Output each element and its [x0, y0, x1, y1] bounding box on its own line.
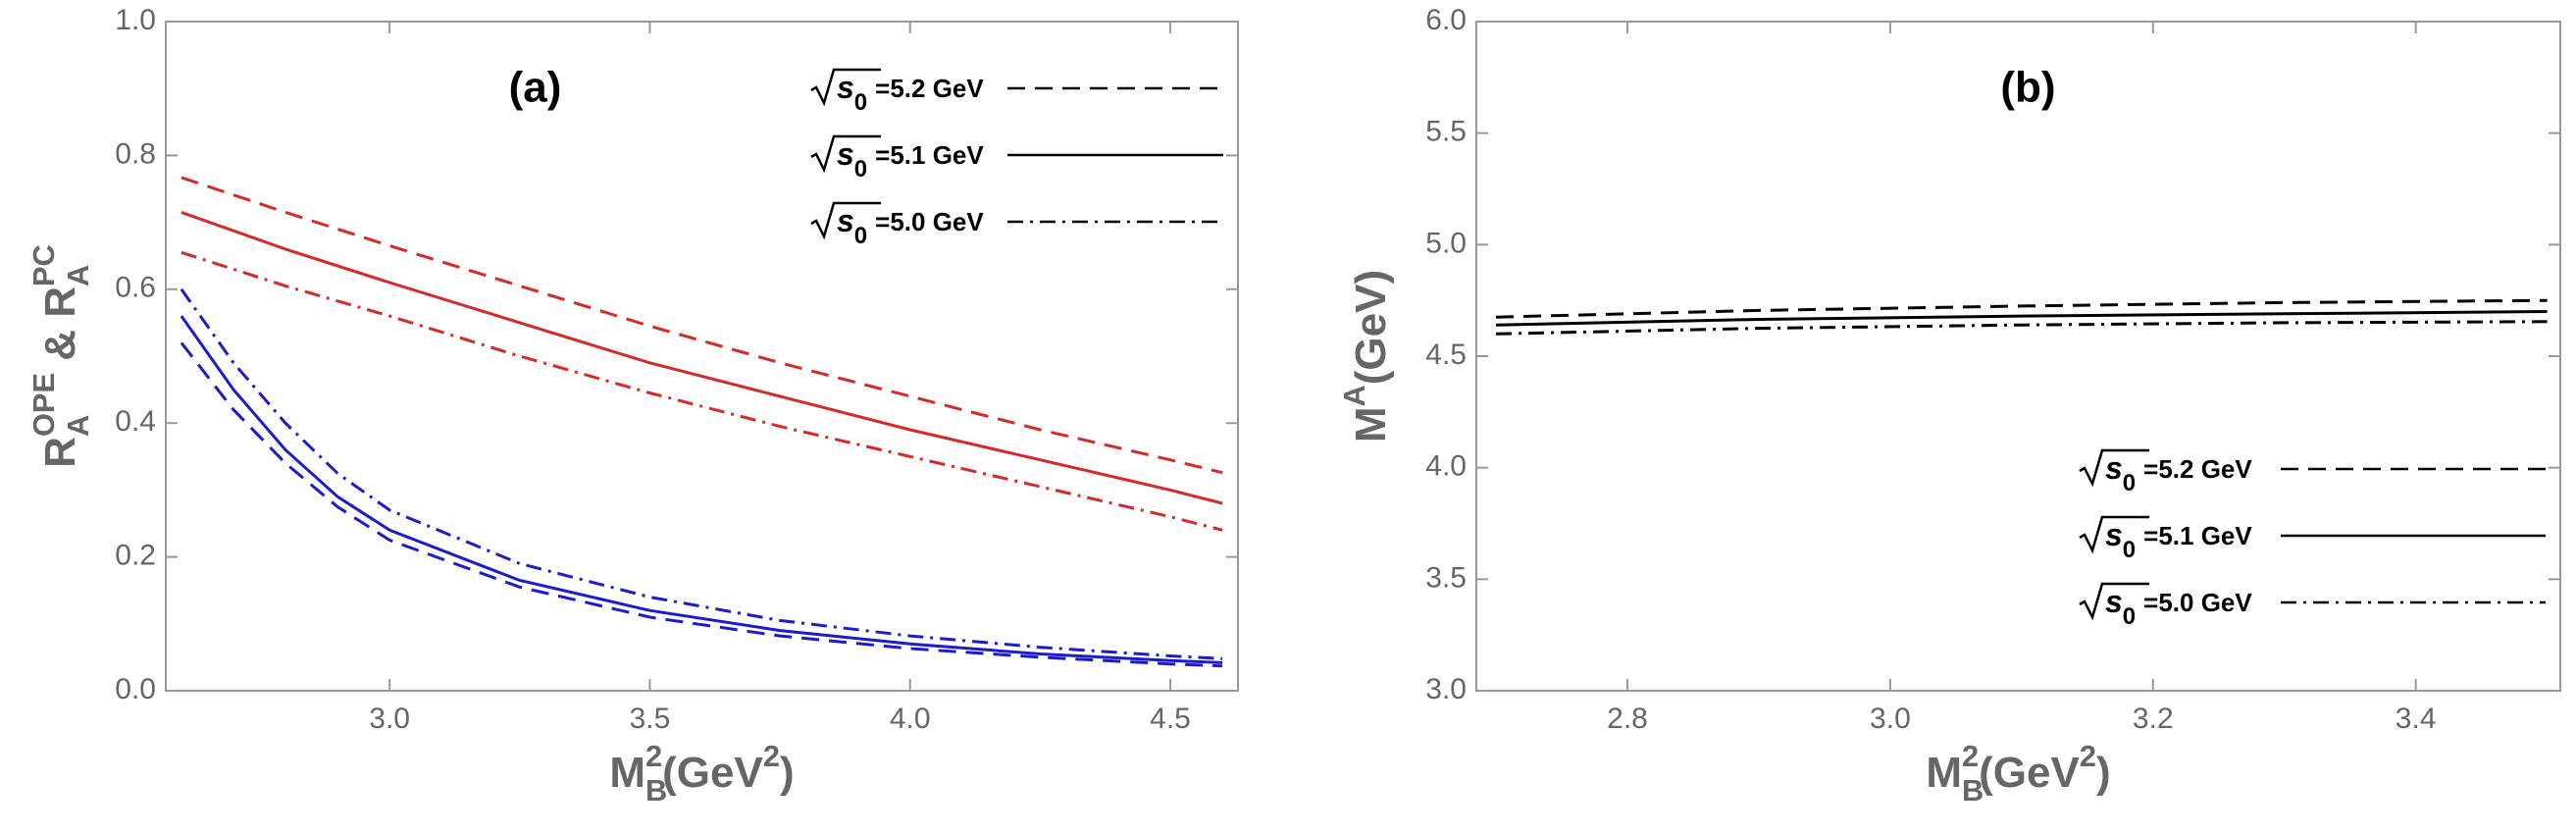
legend-label: s0 =5.0 GeV — [837, 203, 984, 248]
series-line — [180, 287, 1223, 660]
x-tick-label: 4.0 — [890, 703, 931, 735]
y-tick-label: 3.5 — [1425, 561, 1467, 594]
label-part: OPE — [26, 373, 61, 437]
legend-label: s0 =5.1 GeV — [2105, 517, 2252, 562]
y-axis-title: RAOPE & RAPC — [26, 244, 95, 468]
plot-frame — [165, 21, 1239, 692]
x-tick-label: 4.5 — [1150, 703, 1191, 735]
label-part: ) — [2096, 749, 2111, 797]
series-line — [1496, 298, 2548, 319]
x-tick-label: 3.0 — [369, 703, 410, 735]
y-axis-title: MA(GeV) — [1337, 270, 1395, 443]
y-tick-label: 0.8 — [115, 137, 156, 170]
legend-radicand: s — [2105, 584, 2123, 619]
legend-radical — [810, 201, 881, 240]
x-axis-title: MB2(GeV2) — [609, 739, 794, 808]
legend-radicand: s — [2105, 450, 2123, 486]
label-part: M — [1347, 406, 1395, 443]
legend-text: =5.0 GeV — [2143, 588, 2252, 617]
y-tick-label: 5.5 — [1425, 116, 1467, 148]
y-tick-label: 6.0 — [1425, 4, 1467, 36]
legend-radicand: s — [837, 203, 854, 238]
series-line — [180, 176, 1223, 475]
legend-sub: 0 — [854, 156, 867, 182]
y-tick-label: 0.0 — [115, 673, 156, 705]
legend-label: s0 =5.1 GeV — [837, 136, 984, 182]
legend-text: =5.1 GeV — [2143, 521, 2252, 550]
x-axis-title: MB2(GeV2) — [1926, 739, 2110, 808]
label-part: (GeV — [662, 749, 763, 797]
series-line — [180, 210, 1223, 505]
label-part: R — [36, 287, 84, 318]
label-part: A — [61, 265, 95, 287]
y-tick-label: 1.0 — [115, 4, 156, 36]
legend-radicand: s — [837, 70, 854, 105]
label-part: 2 — [645, 739, 662, 773]
label-part: ) — [780, 749, 795, 797]
panel-label: (a) — [509, 64, 562, 112]
legend-sub: 0 — [2123, 603, 2136, 630]
label-part: M — [609, 749, 645, 797]
label-part: 2 — [1962, 739, 1979, 773]
legend-label: s0 =5.0 GeV — [2105, 584, 2252, 629]
legend-text: =5.0 GeV — [875, 207, 984, 236]
label-part: PC — [26, 244, 61, 287]
label-part: A — [1337, 385, 1371, 406]
y-tick-label: 0.4 — [115, 405, 156, 438]
label-part: M — [1926, 749, 1962, 797]
legend-radical — [2079, 448, 2149, 488]
legend-sub: 0 — [854, 223, 867, 249]
x-tick-label: 3.5 — [630, 703, 671, 735]
legend-text: =5.1 GeV — [875, 140, 984, 170]
label-part: R — [36, 437, 84, 468]
series-line — [1496, 310, 2548, 327]
label-part: B — [645, 773, 667, 808]
series-line — [180, 341, 1223, 668]
legend-text: =5.2 GeV — [875, 74, 984, 103]
label-part: 2 — [763, 739, 780, 773]
label-part: 2 — [2080, 739, 2096, 773]
legend-sub: 0 — [854, 89, 867, 116]
chart-panel: 3.0 3.5 4.0 4.50.00.20.40.60.81.0(a)MB2(GeV… — [26, 4, 1239, 808]
label-part: B — [1962, 773, 1984, 808]
x-tick-label: 2.8 — [1607, 703, 1648, 735]
legend-sub: 0 — [2123, 537, 2136, 563]
legend-radical — [810, 134, 881, 174]
legend-radical — [2079, 515, 2149, 554]
legend-radicand: s — [837, 136, 854, 172]
panel-label: (b) — [2000, 64, 2055, 112]
x-tick-label: 3.0 — [1870, 703, 1911, 735]
label-part: (GeV — [1979, 749, 2080, 797]
series-line — [1496, 320, 2548, 336]
label-part: (GeV) — [1347, 270, 1395, 385]
legend-label: s0 =5.2 GeV — [2105, 450, 2252, 495]
y-tick-label: 4.5 — [1425, 339, 1467, 371]
plot-frame — [1475, 21, 2561, 692]
y-tick-label: 5.0 — [1425, 227, 1467, 259]
y-tick-label: 0.2 — [115, 540, 156, 572]
label-part: A — [61, 415, 95, 437]
legend-radicand: s — [2105, 517, 2123, 552]
y-tick-label: 4.0 — [1425, 450, 1467, 483]
chart-panel: 2.8 3.0 3.2 3.43.03.54.04.55.05.56.0(b)MB2(… — [1337, 4, 2561, 808]
label-part: & — [36, 318, 84, 373]
series-line — [180, 250, 1223, 532]
legend-sub: 0 — [2123, 470, 2136, 496]
legend-label: s0 =5.2 GeV — [837, 70, 984, 115]
series-line — [180, 315, 1223, 664]
y-tick-label: 0.6 — [115, 272, 156, 304]
legend-text: =5.2 GeV — [2143, 454, 2252, 484]
x-tick-label: 3.2 — [2133, 703, 2174, 735]
y-tick-label: 3.0 — [1425, 673, 1467, 705]
legend-radical — [810, 68, 881, 107]
x-tick-label: 3.4 — [2396, 703, 2437, 735]
legend-radical — [2079, 582, 2149, 621]
